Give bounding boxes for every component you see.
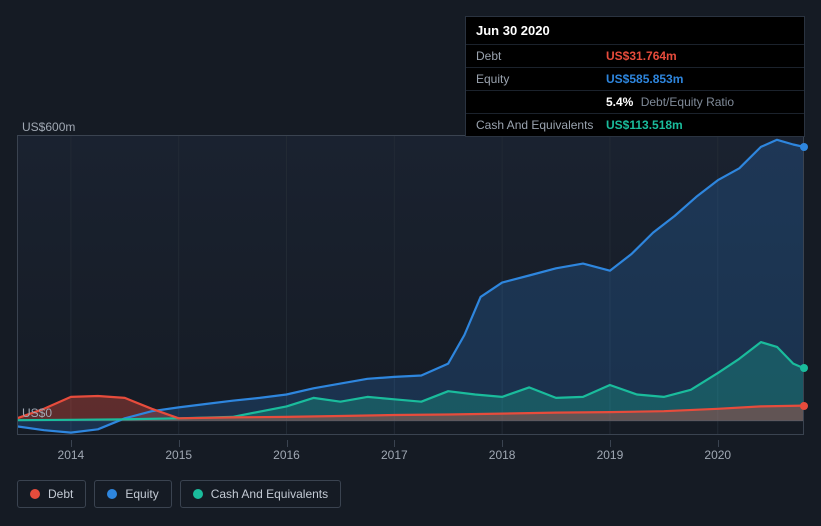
x-tick: [610, 440, 611, 447]
tooltip-value: US$113.518m: [606, 118, 683, 132]
chart-tooltip: Jun 30 2020 Debt US$31.764m Equity US$58…: [465, 16, 805, 137]
x-tick: [502, 440, 503, 447]
chart-legend: Debt Equity Cash And Equivalents: [17, 480, 341, 508]
legend-swatch: [193, 489, 203, 499]
x-axis-label: 2020: [704, 448, 731, 462]
end-marker-cash: [800, 364, 808, 372]
tooltip-label: Debt: [476, 49, 606, 63]
x-tick: [71, 440, 72, 447]
tooltip-value: US$31.764m: [606, 49, 677, 63]
tooltip-row-debt: Debt US$31.764m: [466, 44, 804, 67]
ratio-value: 5.4%: [606, 95, 633, 109]
x-axis-label: 2016: [273, 448, 300, 462]
x-axis-label: 2014: [58, 448, 85, 462]
financials-chart-container: Jun 30 2020 Debt US$31.764m Equity US$58…: [0, 0, 821, 526]
tooltip-label: Cash And Equivalents: [476, 118, 606, 132]
x-axis-label: 2015: [165, 448, 192, 462]
legend-label: Equity: [125, 487, 158, 501]
tooltip-value: US$585.853m: [606, 72, 683, 86]
legend-item-debt[interactable]: Debt: [17, 480, 86, 508]
tooltip-row-ratio: 5.4% Debt/Equity Ratio: [466, 90, 804, 113]
end-marker-debt: [800, 402, 808, 410]
x-axis-label: 2019: [597, 448, 624, 462]
x-tick: [179, 440, 180, 447]
x-axis-label: 2018: [489, 448, 516, 462]
chart-plot-area[interactable]: [17, 135, 804, 435]
legend-item-equity[interactable]: Equity: [94, 480, 171, 508]
legend-label: Debt: [48, 487, 73, 501]
x-tick: [287, 440, 288, 447]
x-axis-label: 2017: [381, 448, 408, 462]
chart-svg: [17, 135, 804, 435]
tooltip-row-cash: Cash And Equivalents US$113.518m: [466, 113, 804, 136]
tooltip-date: Jun 30 2020: [466, 17, 804, 44]
tooltip-label: Equity: [476, 72, 606, 86]
y-axis-label: US$0: [22, 406, 52, 420]
legend-swatch: [107, 489, 117, 499]
ratio-label: Debt/Equity Ratio: [641, 95, 734, 109]
y-axis-label: US$600m: [22, 120, 75, 134]
x-tick: [394, 440, 395, 447]
end-marker-equity: [800, 143, 808, 151]
x-tick: [718, 440, 719, 447]
tooltip-row-equity: Equity US$585.853m: [466, 67, 804, 90]
legend-label: Cash And Equivalents: [211, 487, 328, 501]
x-axis: 2014 2015 2016 2017 2018 2019 2020: [17, 440, 804, 470]
legend-item-cash[interactable]: Cash And Equivalents: [180, 480, 341, 508]
legend-swatch: [30, 489, 40, 499]
